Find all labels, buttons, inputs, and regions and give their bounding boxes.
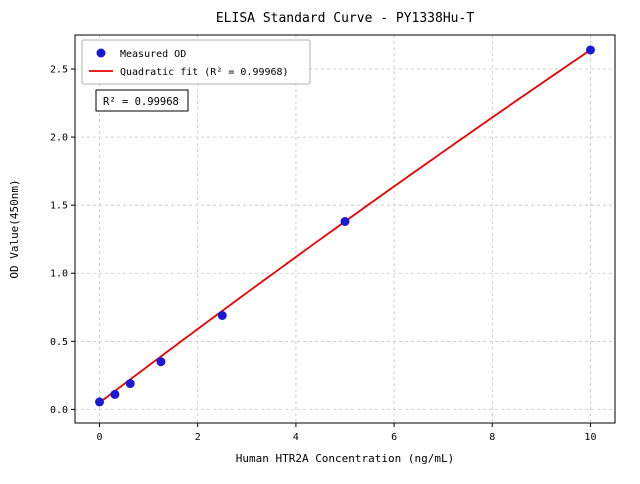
annotation-text: R² = 0.99968 [103, 96, 179, 108]
y-axis-label: OD Value(450nm) [8, 179, 21, 278]
legend: Measured OD Quadratic fit (R² = 0.99968) [81, 39, 311, 85]
x-tick-label: 0 [97, 432, 103, 443]
legend-label-quadratic-fit: Quadratic fit (R² = 0.99968) [120, 67, 289, 78]
data-point [125, 379, 135, 389]
legend-box [81, 39, 311, 85]
annotation-box [95, 89, 189, 112]
y-tick-label: 0.5 [50, 337, 68, 348]
x-axis-label: Human HTR2A Concentration (ng/mL) [236, 452, 455, 465]
x-tick-label: 2 [195, 432, 201, 443]
axes: 0 2 4 6 8 10 0.0 0.5 1.0 1.5 2.0 2.5 [50, 34, 616, 443]
legend-label-measured-od: Measured OD [120, 49, 186, 60]
chart-title: ELISA Standard Curve - PY1338Hu-T [216, 11, 474, 26]
plot-series [95, 45, 595, 407]
x-tick-label: 10 [584, 432, 596, 443]
x-tick-label: 4 [293, 432, 299, 443]
y-tick-label: 1.5 [50, 201, 68, 212]
y-tick-label: 1.0 [50, 269, 68, 280]
data-point [340, 217, 350, 227]
data-point [585, 45, 595, 55]
y-tick-label: 2.5 [50, 65, 68, 76]
grid-lines [75, 35, 615, 423]
r-squared-annotation: R² = 0.99968 [95, 89, 189, 112]
plot-border [74, 34, 616, 424]
x-tick-label: 6 [391, 432, 397, 443]
data-point [110, 389, 120, 399]
data-point [156, 357, 166, 367]
x-tick-label: 8 [489, 432, 495, 443]
y-tick-label: 0.0 [50, 405, 68, 416]
measured-od-marker-icon [96, 48, 106, 58]
data-point [95, 397, 105, 407]
y-tick-label: 2.0 [50, 133, 68, 144]
data-point [217, 310, 227, 320]
